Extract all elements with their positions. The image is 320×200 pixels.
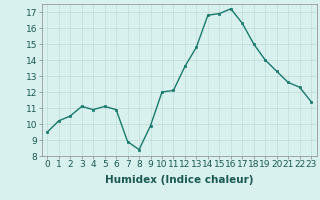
X-axis label: Humidex (Indice chaleur): Humidex (Indice chaleur) bbox=[105, 175, 253, 185]
